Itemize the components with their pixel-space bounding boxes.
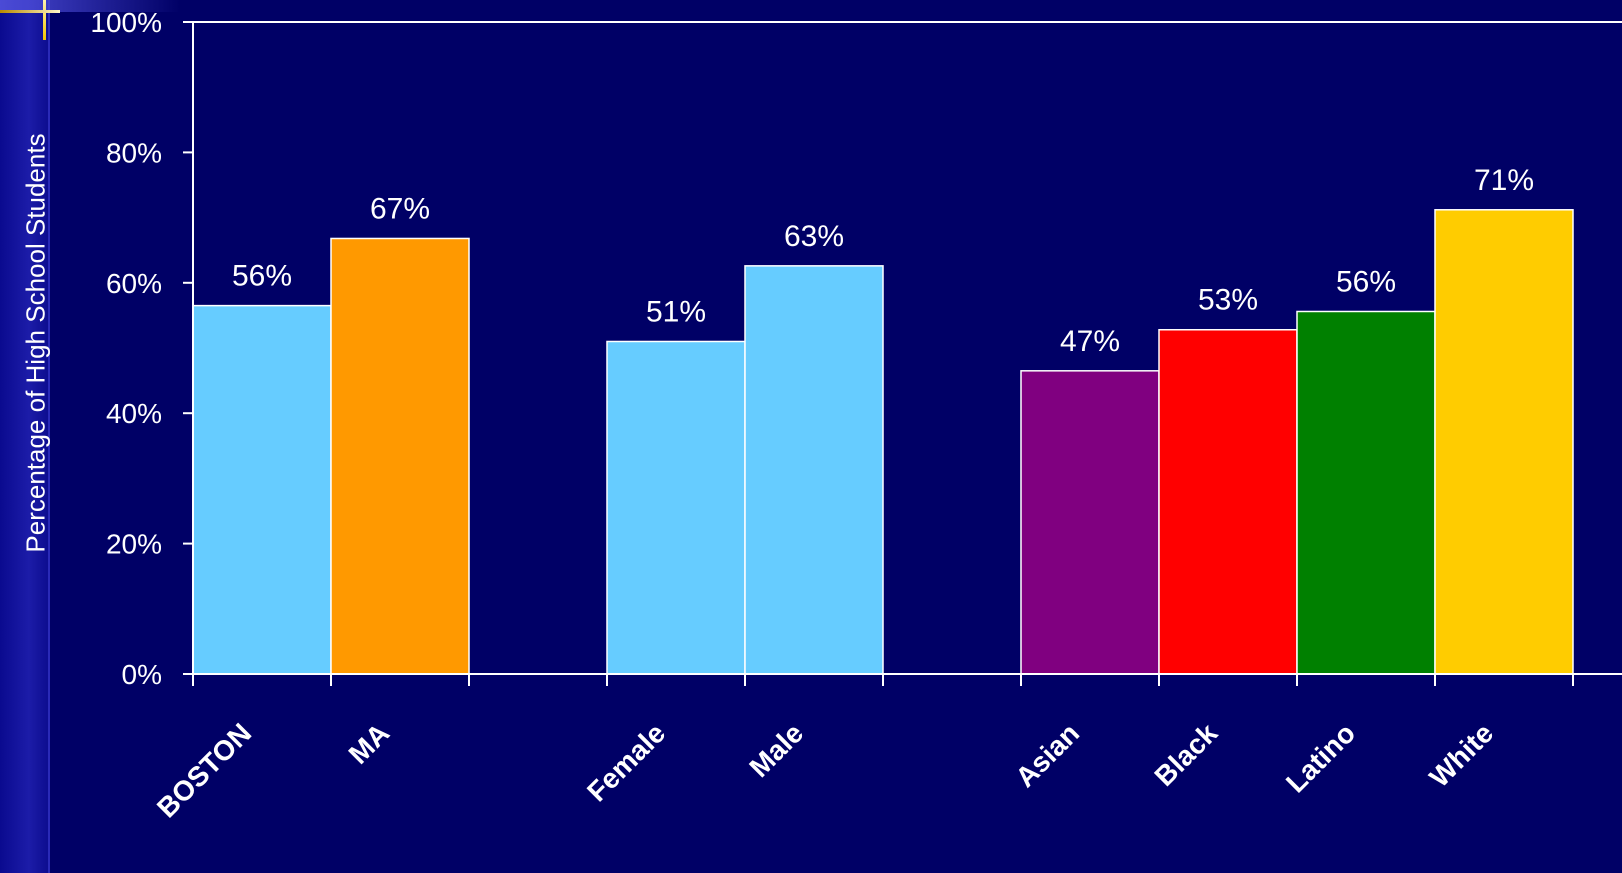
data-label-black: 53% — [1198, 284, 1258, 317]
data-label-white: 71% — [1474, 164, 1534, 197]
x-tick-label-male: Male — [743, 717, 809, 783]
corner-accent-vertical — [43, 0, 46, 40]
y-tick-label-100pct: 100% — [90, 7, 162, 38]
corner-accent-horizontal — [0, 10, 60, 13]
data-label-female: 51% — [646, 295, 706, 328]
x-tick-label-asian: Asian — [1009, 717, 1085, 793]
data-label-asian: 47% — [1060, 325, 1120, 358]
data-label-ma: 67% — [370, 192, 430, 225]
data-label-male: 63% — [784, 220, 844, 253]
data-label-latino: 56% — [1336, 265, 1396, 298]
bar-asian — [1020, 370, 1160, 675]
x-tick-label-white: White — [1423, 717, 1499, 793]
x-tick-label-female: Female — [581, 717, 671, 807]
bar-white — [1434, 209, 1574, 675]
data-label-boston: 56% — [232, 260, 292, 293]
bar-ma — [330, 237, 470, 675]
x-tick-label-ma: MA — [343, 717, 396, 770]
x-tick-label-boston: BOSTON — [151, 717, 257, 823]
y-tick-label-0pct: 0% — [122, 659, 162, 690]
x-tick-label-latino: Latino — [1280, 717, 1361, 798]
axes-layer — [183, 21, 1622, 686]
bar-female — [606, 340, 746, 675]
y-tick-label-60pct: 60% — [106, 268, 162, 299]
bar-boston — [192, 304, 332, 675]
y-tick-label-80pct: 80% — [106, 137, 162, 168]
slide-strip-divider — [48, 0, 50, 873]
x-tick-label-black: Black — [1148, 717, 1223, 792]
bar-latino — [1296, 310, 1436, 675]
bar-black — [1158, 328, 1298, 675]
bar-male — [744, 265, 884, 675]
y-tick-label-40pct: 40% — [106, 398, 162, 429]
slide-left-strip — [0, 0, 48, 873]
y-tick-label-20pct: 20% — [106, 529, 162, 560]
